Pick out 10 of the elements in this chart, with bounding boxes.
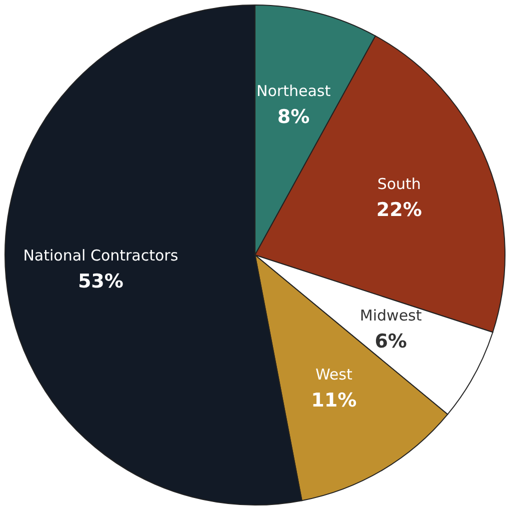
data-label: 11%: [311, 389, 357, 412]
data-label: 22%: [376, 198, 422, 221]
slice-label: National Contractors: [23, 246, 178, 265]
data-label: 53%: [78, 270, 124, 293]
slice-label: South: [377, 174, 421, 193]
data-label: 6%: [374, 330, 407, 353]
data-label: 8%: [277, 106, 310, 128]
slice-label: Midwest: [360, 306, 422, 325]
slice-label: West: [315, 365, 352, 384]
slice-label: Northeast: [256, 82, 331, 100]
